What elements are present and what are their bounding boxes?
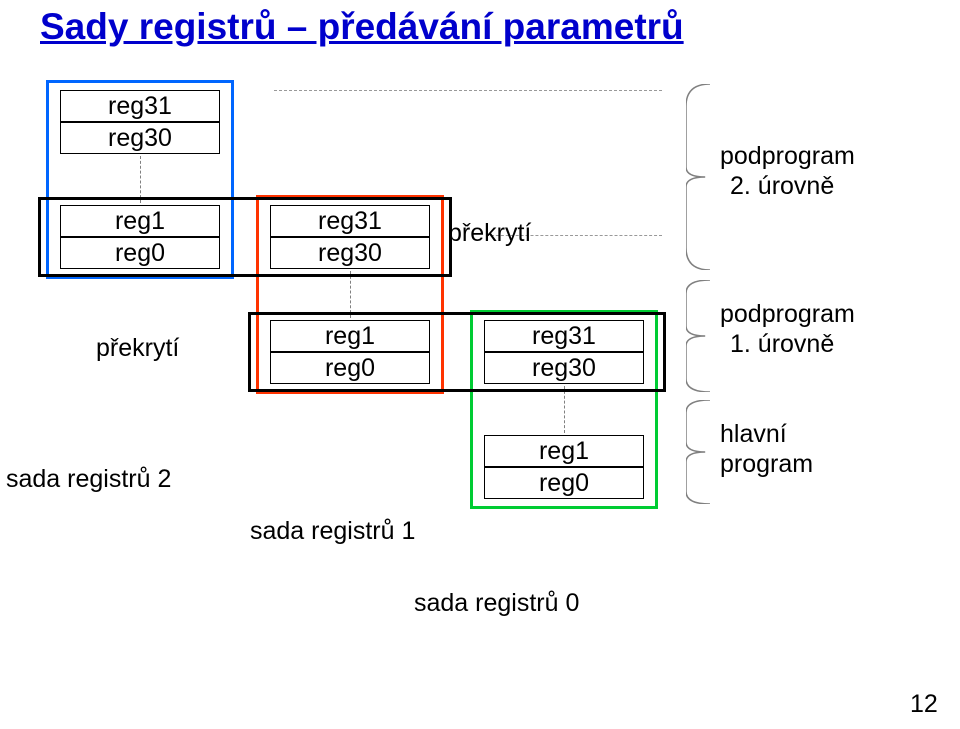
- diagram-stage: { "canvas": { "width": 960, "height": 72…: [0, 0, 960, 729]
- brace-main: [686, 400, 710, 504]
- overlap-frame-2: [248, 312, 666, 392]
- set2-label: sada registrů 2: [6, 465, 171, 494]
- set1-label: sada registrů 1: [250, 517, 415, 546]
- overlap-label-mid: překrytí: [96, 334, 179, 363]
- brace-sub2: [686, 84, 710, 270]
- page-number: 12: [910, 690, 938, 719]
- brace-sub1: [686, 280, 710, 392]
- page-title: Sady registrů – předávání parametrů: [40, 6, 684, 48]
- side-sub2b: 2. úrovně: [730, 172, 834, 201]
- overlap-label-top: překrytí: [448, 219, 531, 248]
- side-sub1a: podprogram: [720, 300, 855, 329]
- overlap-frame-1: [38, 197, 452, 277]
- side-mainB: program: [720, 450, 813, 479]
- dash-h-0: [274, 90, 662, 91]
- side-sub2a: podprogram: [720, 142, 855, 171]
- side-mainA: hlavní: [720, 420, 787, 449]
- side-sub1b: 1. úrovně: [730, 330, 834, 359]
- set0-label: sada registrů 0: [414, 589, 579, 618]
